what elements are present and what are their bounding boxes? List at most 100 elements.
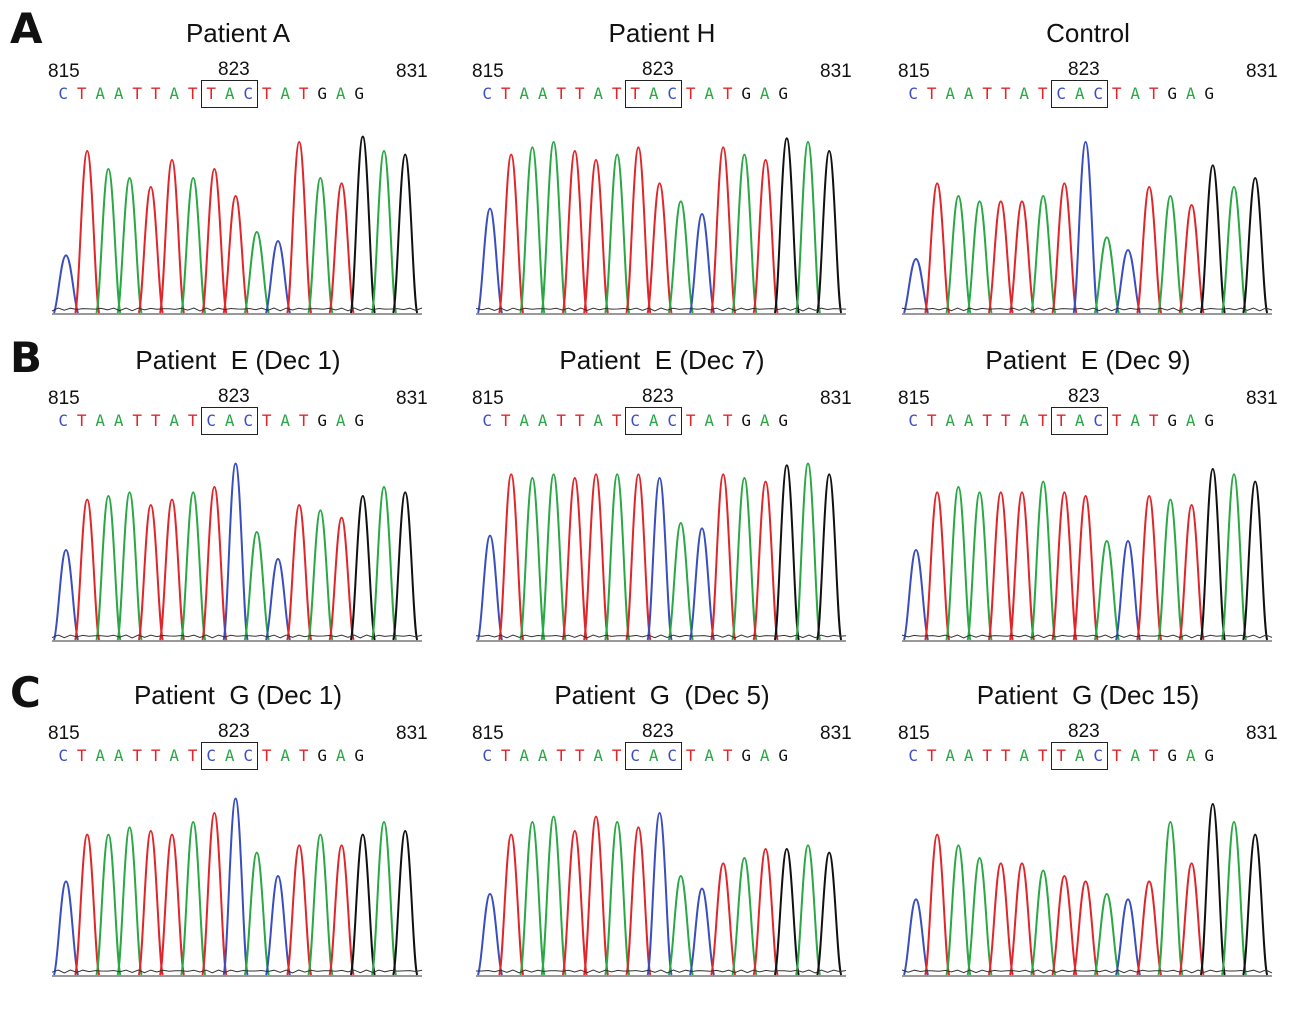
base-call-letter: T [132,84,143,103]
trace-peak [583,473,609,641]
trace-peak [1242,833,1269,976]
position-mid-label: 823 [642,59,674,80]
trace-peak [201,167,228,314]
base-call-letter: T [611,746,622,765]
trace-peak [1115,248,1141,314]
base-call-letter: A [169,84,180,103]
trace-peak [392,153,419,314]
trace-peak [286,140,313,314]
base-call-letter: A [519,746,530,765]
trace-peak [924,833,951,976]
base-call-letter: T [1000,746,1011,765]
panel-title: Patient G (Dec 1) [133,680,343,710]
base-call-letter: G [1167,84,1178,103]
base-call-letter: T [1148,746,1159,765]
panel-title: Patient E (Dec 1) [135,345,341,375]
trace-peak [519,476,546,641]
trace-peak [349,494,376,641]
trace-peak [689,527,715,641]
position-start-label: 815 [48,388,80,409]
trace-peak [1030,194,1057,314]
trace-peak [646,811,673,976]
base-call-letter: C [1056,84,1067,103]
trace-peak [498,473,525,641]
base-call-letter: A [113,84,124,103]
base-call-letter: G [354,84,365,103]
base-call-letter: C [630,746,641,765]
trace-noise [51,307,423,312]
position-mid-label: 823 [642,721,674,742]
position-mid-label: 823 [218,721,250,742]
base-call-letter: T [1111,411,1122,430]
trace-peak [689,212,715,314]
trace-peak [987,200,1014,314]
position-mid-label: 823 [218,59,250,80]
base-call-letter: A [95,746,106,765]
trace-noise [51,634,423,639]
trace-peak [307,509,334,641]
base-call-letter: C [908,746,919,765]
codon-highlight-box [625,407,682,435]
base-call-letter: T [722,84,733,103]
base-call-letter: T [1148,411,1159,430]
base-call-letter: A [335,84,346,103]
base-call-letter: T [685,411,696,430]
base-call-letter: T [685,746,696,765]
trace-peak [924,491,951,641]
base-call-letter: C [243,84,254,103]
position-end-label: 831 [396,61,428,82]
position-mid-label: 823 [1068,721,1100,742]
base-call-letter: A [169,746,180,765]
base-call-letter: A [113,411,124,430]
base-call-letter: G [354,746,365,765]
trace-peak [773,137,800,314]
trace-peak [1221,820,1247,976]
trace-peak [180,491,207,641]
base-call-letter: C [206,746,217,765]
base-call-letter: A [280,746,291,765]
base-call-letter: T [500,84,511,103]
trace-peak [1009,200,1035,314]
base-call-letter: T [298,411,309,430]
position-end-label: 831 [820,61,852,82]
base-call-letter: T [556,746,567,765]
base-call-letter: T [982,746,993,765]
base-call-letter: T [1056,746,1067,765]
trace-peak [604,473,631,641]
trace-peak [604,820,631,976]
trace-peak [243,851,270,976]
base-call-letter: A [519,84,530,103]
trace-peak [1009,862,1035,976]
base-call-letter: T [1056,411,1067,430]
base-call-letter: A [648,411,659,430]
base-call-letter: C [206,411,217,430]
base-call-letter: T [187,411,198,430]
base-call-letter: A [1074,84,1085,103]
base-call-letter: A [537,84,548,103]
trace-peak [1072,494,1099,641]
base-call-letter: A [593,84,604,103]
trace-peak [1199,467,1226,641]
position-start-label: 815 [48,61,80,82]
base-call-letter: T [574,746,585,765]
base-call-letter: T [298,84,309,103]
chromatogram-trace [475,462,847,642]
base-call-letter: A [593,411,604,430]
trace-peak [1093,539,1120,641]
base-call-letter: A [704,746,715,765]
trace-peak [625,473,652,641]
base-call-letter: A [963,84,974,103]
position-end-label: 831 [1246,388,1278,409]
trace-peak [903,257,929,314]
trace-noise [475,634,847,639]
trace-peak [987,862,1014,976]
trace-peak [137,185,164,314]
base-call-letter: T [722,746,733,765]
trace-peak [604,153,631,314]
trace-noise [51,969,423,974]
trace-peak [95,833,122,976]
trace-noise [901,307,1273,312]
